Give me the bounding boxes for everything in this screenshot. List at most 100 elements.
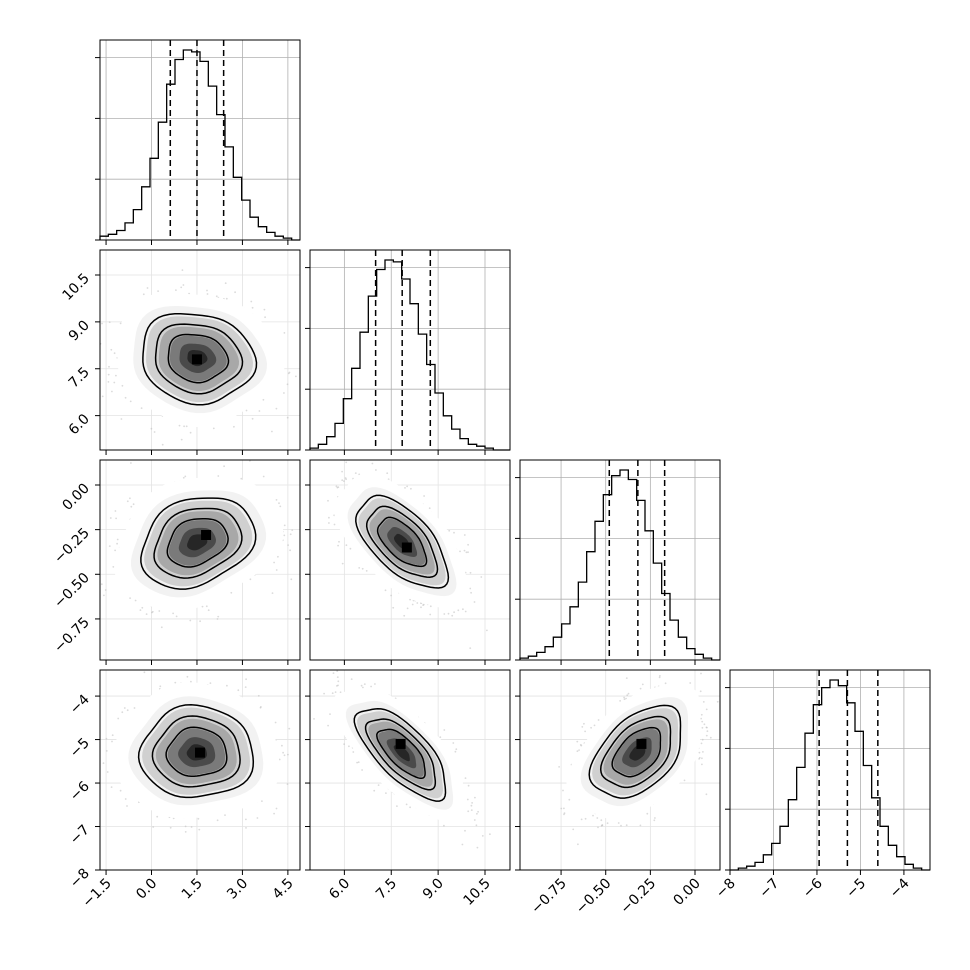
scatter-point [107,373,110,376]
scatter-point [225,297,228,300]
scatter-point [464,610,467,613]
scatter-point [201,605,204,608]
scatter-point [212,427,215,430]
scatter-point [429,605,432,608]
scatter-point [275,407,278,410]
scatter-point [183,425,186,428]
scatter-point [109,517,112,519]
scatter-point [358,567,361,569]
panel-content [100,460,308,660]
scatter-point [451,614,454,617]
scatter-point [448,529,451,532]
scatter-point [161,443,164,446]
scatter-point [234,291,237,294]
scatter-point [145,613,148,615]
scatter-point [230,591,233,594]
scatter-point [469,647,472,649]
scatter-point [386,472,389,475]
contour-line [154,323,244,395]
scatter-point [130,462,132,464]
scatter-point [262,398,265,401]
scatter-point [110,348,113,351]
scatter-point [306,545,308,547]
scatter-point [158,610,161,612]
scatter-point [189,431,192,434]
histogram-step [309,259,510,451]
scatter-point [114,510,117,512]
scatter-point [120,418,123,420]
scatter-point [480,576,483,578]
scatter-point [105,750,108,752]
scatter-point [286,383,289,386]
panel-frame [99,249,301,451]
scatter-point [181,269,184,271]
scatter-point [447,612,450,615]
scatter-point [338,540,340,543]
scatter-point [278,502,280,505]
scatter-point [343,480,345,482]
scatter-point [116,538,119,541]
scatter-point [410,487,412,490]
scatter-point [365,570,368,572]
scatter-point [197,817,200,820]
scatter-point [250,300,253,303]
scatter-point [245,409,248,412]
scatter-point [115,517,117,520]
scatter-point [287,753,289,756]
scatter-point [157,290,160,292]
scatter-point [177,462,179,464]
scatter-point [289,549,291,552]
scatter-point [206,293,209,295]
scatter-point [182,284,185,286]
scatter-point [335,485,338,488]
scatter-point [129,597,132,599]
scatter-point [172,612,175,615]
scatter-point [287,372,290,375]
scatter-point [151,611,153,614]
scatter-point [126,500,129,503]
scatter-point [101,395,104,398]
scatter-point [215,295,218,298]
scatter-point [111,740,113,743]
scatter-point [467,543,469,546]
scatter-point [178,424,181,427]
scatter-point [392,606,395,609]
scatter-point [205,605,208,608]
scatter-point [112,566,115,568]
histogram-panel-2 [305,249,511,455]
scatter-point [462,608,464,611]
scatter-point [96,339,98,341]
scatter-point [287,544,289,546]
scatter-point [453,611,455,614]
scatter-point [262,475,265,478]
scatter-point [423,495,425,497]
scatter-point [113,381,116,384]
scatter-point [443,613,446,615]
density-panel-4-1 [95,669,301,875]
contour-line [376,516,428,568]
scatter-point [465,551,468,554]
panel-content [310,456,510,660]
scatter-point [283,332,286,334]
scatter-point [349,547,352,550]
scatter-point [189,619,192,622]
scatter-point [103,594,105,597]
scatter-point [403,614,406,617]
scatter-point [283,392,285,394]
scatter-point [362,456,364,458]
histogram-step [730,679,930,871]
scatter-point [257,694,260,697]
scatter-point [251,417,254,420]
histogram-panel-3 [515,459,721,665]
histogram-panel-4 [725,669,931,875]
scatter-point [409,598,411,601]
panel-frame [99,39,301,241]
scatter-point [185,425,188,428]
scatter-point [344,477,347,479]
density-peak [401,542,412,553]
scatter-point [114,549,116,552]
scatter-point [119,322,122,325]
scatter-point [404,487,406,489]
scatter-point [217,475,220,477]
